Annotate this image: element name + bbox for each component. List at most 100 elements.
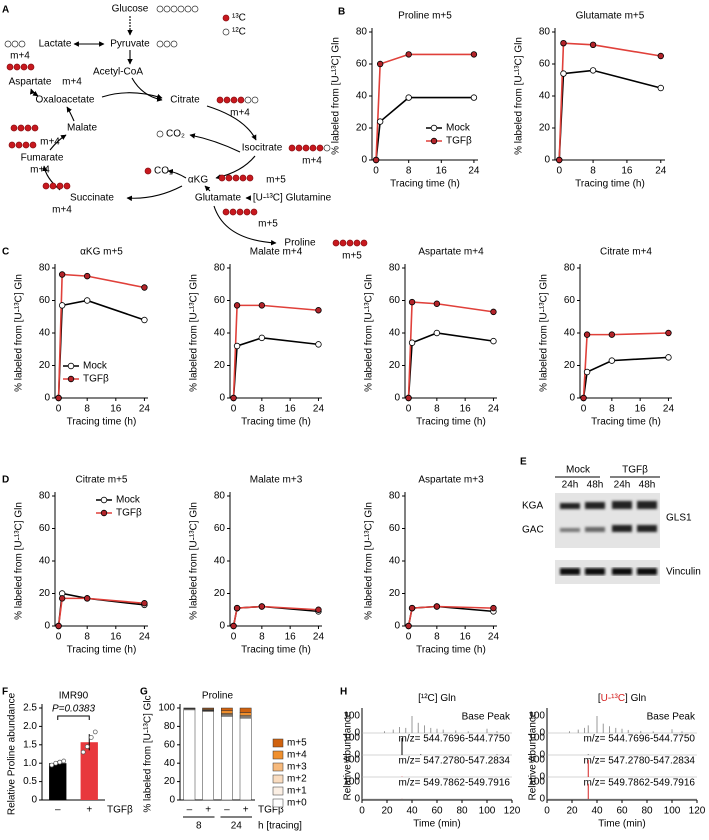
carbon-atom <box>63 182 71 190</box>
trace-tick-label: 0 <box>354 794 360 805</box>
carbon-atom <box>49 182 57 190</box>
panel-label: F <box>2 687 8 698</box>
blot-group: Mock <box>566 465 591 476</box>
metabolite: αKG <box>188 175 208 186</box>
x-axis-label: TGFβ <box>107 805 133 816</box>
legend-label: m+3 <box>287 762 307 773</box>
carbon-atom <box>225 174 233 182</box>
trace-tick-label: 0 <box>539 794 545 805</box>
carbon-atom <box>244 96 252 104</box>
carbon-atom <box>323 144 331 152</box>
series-line <box>582 332 669 399</box>
data-point <box>665 354 672 361</box>
carbon-atom <box>309 144 317 152</box>
carbon-atom <box>236 208 244 216</box>
data-point <box>376 60 384 68</box>
y-axis-label: Relative Abundance <box>528 711 539 800</box>
x-tick-label: 20 <box>381 806 393 817</box>
y-axis-label: Relative Proline abundance <box>7 692 18 815</box>
y-axis-label: % labeled from [U-¹³C] Gln <box>364 274 375 392</box>
panel-label: A <box>2 5 9 16</box>
trace-label: m/z= 549.7862-549.7916 <box>584 778 696 789</box>
mass-label: m+4 <box>62 77 82 88</box>
data-point <box>608 357 616 364</box>
data-point <box>315 341 322 348</box>
legend-label: TGFβ <box>116 508 142 519</box>
bar-segment <box>221 707 233 712</box>
data-point <box>580 394 587 402</box>
y-axis-label: % labeled from [U-¹³C] Gln <box>189 274 200 392</box>
group-label: 8 <box>196 821 202 832</box>
data-point <box>258 334 266 342</box>
x-tick-label: 24 <box>663 404 675 415</box>
tracer-label: [U-¹³C] Glutamine <box>253 193 332 204</box>
y-axis-label: % labeled from [U-¹³C] Gln <box>14 274 25 392</box>
trace-label: m/z= 544.7696-544.7750 <box>399 734 511 745</box>
blot-time: 48h <box>587 480 604 491</box>
data-point <box>141 600 148 607</box>
data-point <box>53 760 59 766</box>
data-point <box>556 156 563 164</box>
data-point <box>490 604 497 612</box>
mass-label: m+4 <box>230 108 250 119</box>
x-tick-label: 24 <box>313 404 325 415</box>
annotation: P=0.0383 <box>52 704 96 715</box>
legend-label: m+1 <box>287 786 307 797</box>
data-point <box>470 51 478 58</box>
trace-tick-label: 0 <box>539 750 545 761</box>
x-tick-label: 0 <box>373 166 379 177</box>
y-axis-label: Relative Abundance <box>343 711 354 800</box>
carbon-atom <box>288 144 296 152</box>
x-tick-label: 0 <box>406 632 412 643</box>
data-point <box>233 604 241 612</box>
data-point <box>405 51 412 58</box>
data-point <box>315 606 322 613</box>
series-line <box>407 301 494 399</box>
carbon-atom <box>243 208 251 216</box>
carbon-atom <box>18 40 26 48</box>
x-tick-label: 60 <box>431 806 443 817</box>
y-tick-label: 1.5 <box>23 739 37 750</box>
bar-segment <box>221 710 233 714</box>
series-line <box>407 605 494 627</box>
band-label: GAC <box>522 525 544 536</box>
carbon-atom <box>22 141 30 149</box>
bar-segment <box>239 712 252 716</box>
x-tick-label: + <box>243 805 249 816</box>
y-tick-label: 60 <box>389 523 401 534</box>
carbon-atom <box>20 63 28 71</box>
x-tick-label: 16 <box>285 404 297 415</box>
data-point <box>657 84 664 92</box>
carbon-atom <box>17 124 25 132</box>
chart-title: [U-¹³C] Gln <box>598 693 646 704</box>
x-tick-label: 16 <box>110 632 122 643</box>
y-tick-label: 80 <box>214 263 226 274</box>
data-point <box>83 297 91 304</box>
x-tick-label: 24 <box>488 404 500 415</box>
x-axis-label: Tracing time (h) <box>390 179 460 190</box>
blot-time: 24h <box>614 480 631 491</box>
y-tick-label: 20 <box>164 776 176 787</box>
carbon-atom <box>222 14 230 22</box>
data-point <box>405 622 412 630</box>
legend-marker <box>100 496 108 504</box>
y-tick-label: 60 <box>539 59 551 70</box>
panel-label: H <box>340 687 347 698</box>
y-tick-label: 60 <box>39 523 51 534</box>
mass-label: m+4 <box>30 165 50 176</box>
metabolite: Citrate <box>170 95 200 106</box>
y-tick-label: 0 <box>361 155 367 166</box>
legend-label: TGFβ <box>83 374 109 385</box>
x-tick-label: 120 <box>689 806 706 817</box>
y-tick-label: 2.0 <box>23 721 37 732</box>
chart-title: [¹²C] Gln <box>418 693 456 704</box>
legend-label: TGFβ <box>446 136 472 147</box>
chart-title: IMR90 <box>59 691 89 702</box>
blot-time: 48h <box>639 480 656 491</box>
data-point <box>408 298 416 306</box>
y-tick-label: 40 <box>214 556 226 567</box>
y-tick-label: 2.5 <box>23 703 37 714</box>
x-tick-label: + <box>86 805 92 816</box>
western-blot <box>555 476 660 584</box>
data-point <box>470 94 478 101</box>
